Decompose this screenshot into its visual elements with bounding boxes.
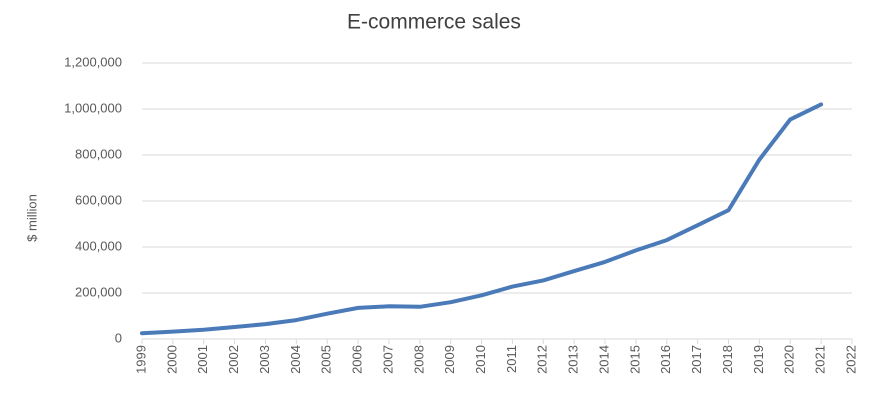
x-tick-label: 2022 [843,345,858,374]
x-tick-label: 2003 [257,345,272,374]
x-tick-label: 2002 [226,345,241,374]
x-tick-label: 2014 [596,345,611,374]
x-tick-label: 2012 [535,345,550,374]
x-tick-label: 2011 [504,345,519,373]
x-tick-label: 2010 [473,345,488,374]
data-line [140,102,824,336]
y-tick-label: 0 [115,330,122,345]
x-tick-label: 2004 [288,345,303,374]
x-tick-label: 2021 [813,345,828,374]
x-tick-label: 2017 [689,345,704,374]
y-tick-label: 1,000,000 [64,100,122,115]
y-tick-label: 400,000 [75,238,122,253]
x-tick-label: 2013 [566,345,581,374]
x-tick-label: 2020 [782,345,797,374]
x-tick-label: 2016 [658,345,673,374]
x-tick-label: 2009 [442,345,457,374]
y-tick-label: 800,000 [75,146,122,161]
x-tick-label: 2005 [319,345,334,374]
chart-title: E-commerce sales [347,11,521,34]
y-tick-label: 600,000 [75,192,122,207]
x-tick-label: 2018 [720,345,735,374]
x-tick-label: 2008 [411,345,426,374]
x-tick-label: 2007 [380,345,395,374]
x-tick-label: 2006 [350,345,365,374]
y-axis-label: $ million [24,194,39,242]
x-tick-label: 2001 [195,345,210,374]
x-tick-label: 2000 [164,345,179,374]
x-tick-label: 1999 [133,345,148,374]
x-tick-label: 2015 [627,345,642,374]
x-tick-label: 2019 [751,345,766,374]
y-tick-label: 1,200,000 [64,54,122,69]
y-tick-label: 200,000 [75,284,122,299]
